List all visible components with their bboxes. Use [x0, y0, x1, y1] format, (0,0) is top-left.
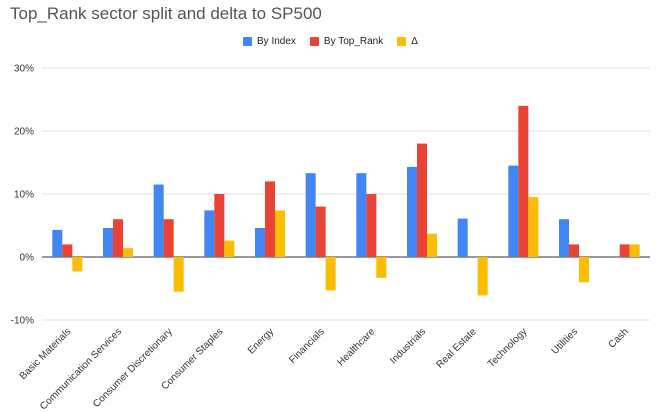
- bar-by-index-real-estate[interactable]: [457, 218, 468, 257]
- y-tick-label: 30%: [14, 64, 34, 75]
- bar-by-index-consumer-staples[interactable]: [204, 210, 215, 257]
- legend-label-by-top-rank: By Top_Rank: [323, 36, 384, 47]
- bar-by-top-rank-energy[interactable]: [265, 181, 275, 257]
- bar-delta-technology[interactable]: [528, 197, 539, 257]
- bar-by-index-energy[interactable]: [255, 228, 265, 257]
- bar-by-index-technology[interactable]: [508, 165, 519, 257]
- bar-by-index-healthcare[interactable]: [356, 173, 367, 257]
- legend-item-by-index[interactable]: By Index: [243, 36, 296, 47]
- y-tick-label: 10%: [14, 190, 34, 201]
- bar-by-index-communication-services[interactable]: [103, 228, 113, 257]
- y-tick-label: -10%: [11, 316, 34, 327]
- bar-by-index-industrials[interactable]: [407, 166, 417, 257]
- bar-delta-industrials[interactable]: [427, 233, 437, 257]
- bar-delta-communication-services[interactable]: [123, 248, 133, 257]
- legend-label-by-index: By Index: [257, 36, 296, 47]
- legend-label-delta: Δ: [411, 36, 418, 47]
- x-tick-label: Industrials: [388, 326, 428, 366]
- bar-delta-healthcare[interactable]: [376, 257, 387, 278]
- x-tick-label: Technology: [486, 326, 530, 370]
- x-tick-label: Energy: [246, 326, 276, 356]
- bar-by-top-rank-technology[interactable]: [518, 105, 529, 257]
- bar-by-top-rank-utilities[interactable]: [569, 244, 579, 257]
- bar-by-top-rank-consumer-staples[interactable]: [214, 194, 225, 257]
- bar-by-index-financials[interactable]: [305, 173, 316, 257]
- bar-delta-consumer-staples[interactable]: [224, 240, 235, 257]
- x-tick-label: Communication Services: [38, 326, 124, 412]
- bar-delta-cash[interactable]: [629, 244, 640, 257]
- x-tick-label: Utilities: [550, 326, 581, 357]
- bar-delta-energy[interactable]: [275, 210, 285, 257]
- bar-by-index-basic-materials[interactable]: [52, 229, 63, 257]
- x-tick-label: Basic Materials: [18, 326, 74, 382]
- legend-swatch-by-index: [243, 37, 252, 46]
- bar-delta-real-estate[interactable]: [477, 257, 488, 296]
- bar-by-top-rank-healthcare[interactable]: [366, 194, 377, 257]
- bar-by-index-consumer-discretionary[interactable]: [153, 184, 164, 257]
- bar-by-top-rank-cash[interactable]: [619, 244, 630, 257]
- bar-by-top-rank-financials[interactable]: [315, 206, 326, 257]
- bar-by-top-rank-consumer-discretionary[interactable]: [163, 219, 174, 257]
- legend-swatch-delta: [397, 37, 407, 46]
- bar-delta-basic-materials[interactable]: [72, 257, 83, 272]
- bar-delta-utilities[interactable]: [579, 257, 589, 283]
- y-tick-label: 20%: [14, 127, 34, 138]
- bar-delta-consumer-discretionary[interactable]: [173, 257, 184, 292]
- x-tick-label: Cash: [606, 326, 630, 350]
- bar-by-index-utilities[interactable]: [559, 219, 569, 257]
- bar-by-top-rank-basic-materials[interactable]: [62, 244, 73, 257]
- x-tick-label: Financials: [287, 326, 327, 366]
- legend-swatch-by-top-rank: [309, 37, 319, 46]
- x-tick-label: Real Estate: [434, 326, 479, 371]
- legend-item-by-top-rank[interactable]: By Top_Rank: [309, 36, 384, 47]
- bar-delta-financials[interactable]: [325, 257, 336, 291]
- y-tick-label: 0%: [20, 253, 35, 264]
- x-tick-label: Healthcare: [335, 326, 377, 368]
- bar-by-top-rank-communication-services[interactable]: [113, 219, 123, 257]
- legend-item-delta[interactable]: Δ: [397, 36, 418, 47]
- bar-by-top-rank-industrials[interactable]: [417, 143, 427, 257]
- chart-title: Top_Rank sector split and delta to SP500: [10, 4, 322, 23]
- chart-legend: By Index By Top_Rank Δ: [243, 36, 432, 47]
